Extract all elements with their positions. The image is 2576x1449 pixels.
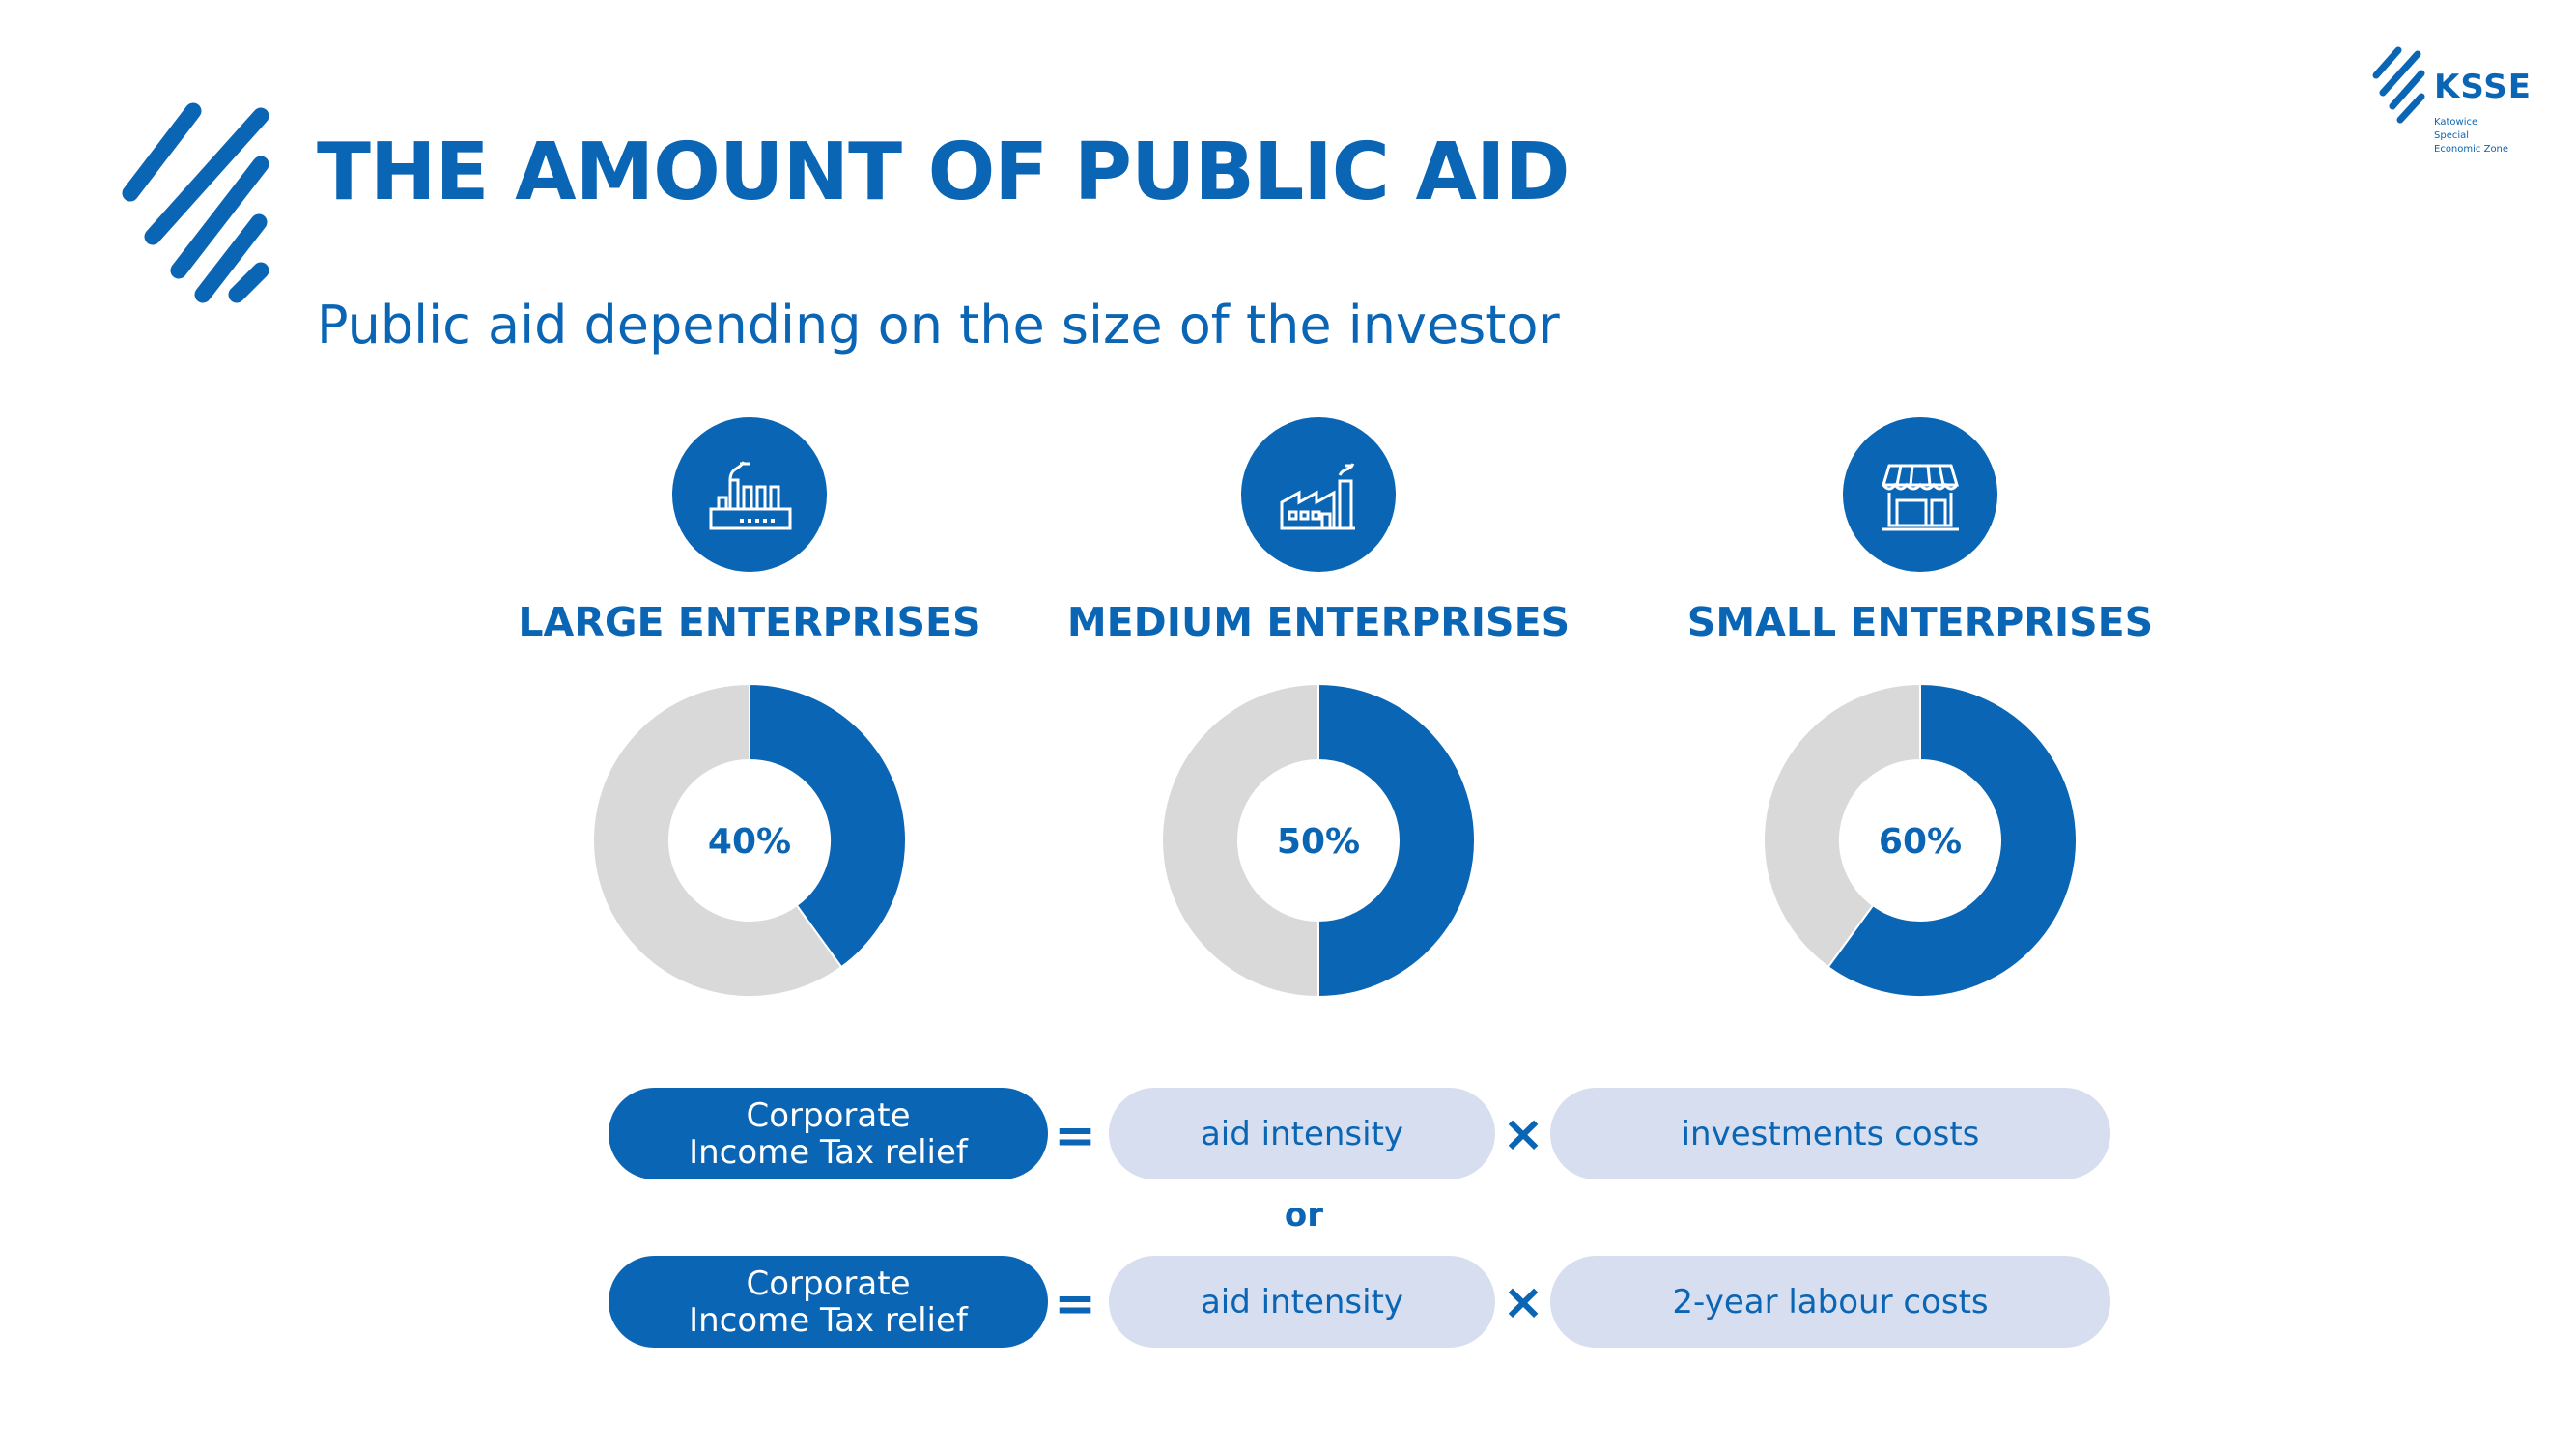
formula-1-times: × bbox=[1502, 1105, 1544, 1163]
industrial-plant-icon bbox=[709, 461, 792, 530]
logo-name: KSSE bbox=[2434, 68, 2533, 106]
category-label-small: SMALL ENTERPRISES bbox=[1686, 599, 2154, 645]
shop-icon bbox=[1881, 464, 1960, 531]
factory-icon bbox=[1280, 463, 1355, 530]
small-enterprise-icon-circle bbox=[1843, 417, 1997, 572]
formula-2-factor1: aid intensity bbox=[1200, 1282, 1404, 1321]
category-label-medium: MEDIUM ENTERPRISES bbox=[1066, 599, 1571, 645]
category-label-large: LARGE ENTERPRISES bbox=[518, 599, 981, 645]
logo-line-1: Katowice bbox=[2434, 117, 2478, 128]
formula-2-result: Corporate Income Tax relief bbox=[689, 1264, 968, 1340]
logo-stripes-icon bbox=[2372, 46, 2425, 124]
donut-value-large bbox=[749, 682, 907, 969]
formula-1-equals: = bbox=[1054, 1107, 1096, 1165]
donut-label-small: 60% bbox=[1879, 822, 1962, 862]
formula-2-equals: = bbox=[1054, 1275, 1096, 1333]
formula-1-factor1-pill: aid intensity bbox=[1109, 1088, 1495, 1179]
large-enterprise-icon-circle bbox=[672, 417, 827, 572]
donut-remainder-small bbox=[1763, 682, 1921, 969]
formula-2-result-pill: Corporate Income Tax relief bbox=[609, 1256, 1048, 1348]
formula-1-factor2: investments costs bbox=[1681, 1114, 1980, 1153]
formula-1-factor1: aid intensity bbox=[1200, 1114, 1404, 1153]
formula-2-factor2-pill: 2-year labour costs bbox=[1550, 1256, 2110, 1348]
stripes-decoration-icon bbox=[122, 102, 269, 303]
donut-remainder-large bbox=[592, 682, 843, 998]
formula-2-factor2: 2-year labour costs bbox=[1672, 1282, 1989, 1321]
ksse-logo: KSSE Katowice Special Economic Zone bbox=[2371, 46, 2535, 167]
page-subtitle: Public aid depending on the size of the … bbox=[317, 295, 1560, 355]
formula-1-result-pill: Corporate Income Tax relief bbox=[609, 1088, 1048, 1179]
formula-2-factor1-pill: aid intensity bbox=[1109, 1256, 1495, 1348]
donut-remainder-medium bbox=[1161, 682, 1319, 999]
logo-line-3: Economic Zone bbox=[2434, 144, 2509, 155]
formula-1-result: Corporate Income Tax relief bbox=[689, 1095, 968, 1172]
formula-2-times: × bbox=[1502, 1273, 1544, 1331]
donut-label-large: 40% bbox=[708, 822, 791, 862]
donut-value-medium bbox=[1317, 682, 1476, 999]
formula-separator: or bbox=[1284, 1196, 1324, 1235]
donut-value-small bbox=[1826, 682, 2078, 998]
medium-enterprise-icon-circle bbox=[1241, 417, 1396, 572]
page-title: THE AMOUNT OF PUBLIC AID bbox=[317, 127, 1571, 218]
donut-label-medium: 50% bbox=[1277, 822, 1360, 862]
logo-line-2: Special bbox=[2434, 130, 2470, 141]
formula-1-factor2-pill: investments costs bbox=[1550, 1088, 2110, 1179]
